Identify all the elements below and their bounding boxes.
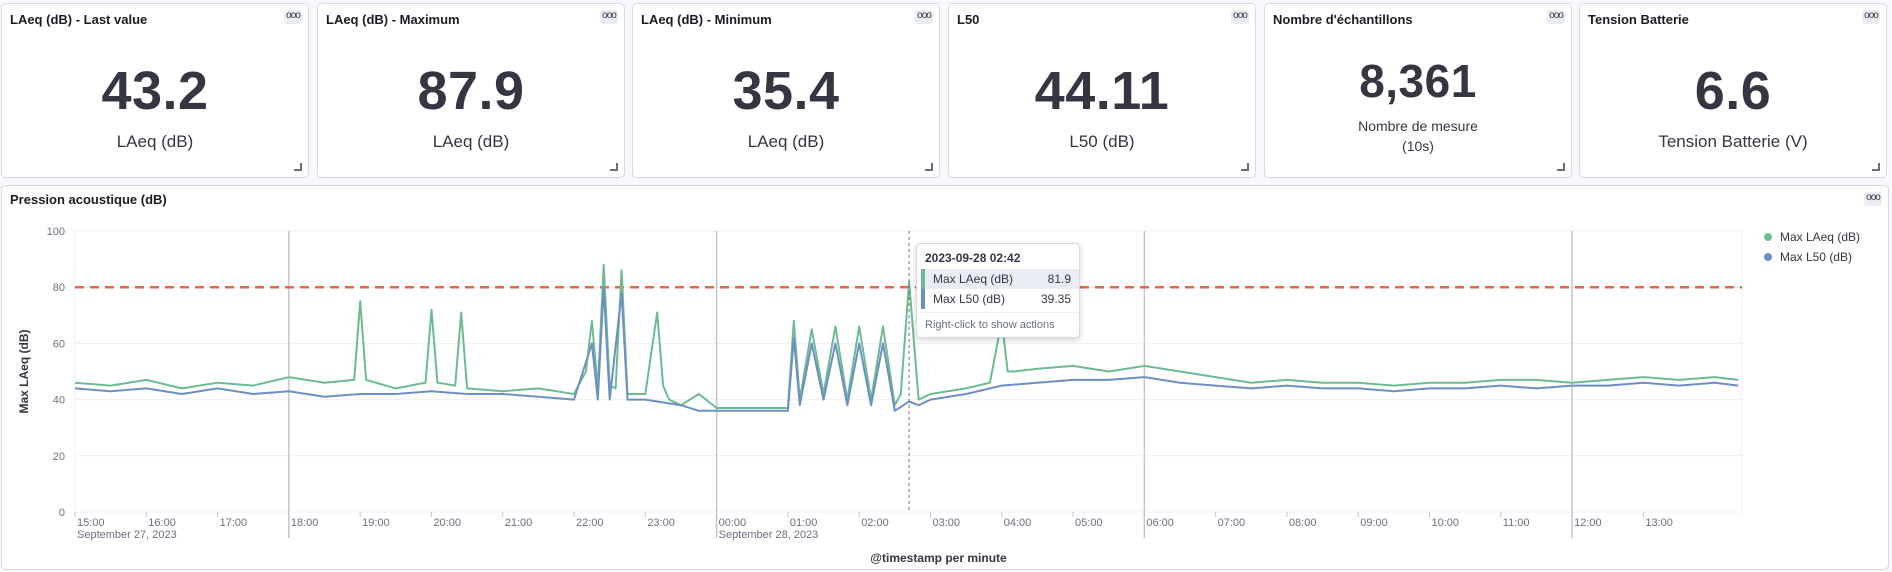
x-date-label: September 28, 2023: [719, 529, 819, 541]
series-line-max-l50: [74, 286, 1739, 412]
x-date-label: September 27, 2023: [77, 529, 177, 541]
metric-label: LAeq (dB): [747, 132, 825, 151]
y-tick-label: 20: [53, 451, 65, 463]
metric-panel[interactable]: LAeq (dB) - Minimum ooo 35.4 LAeq (dB): [632, 3, 940, 178]
x-tick-label: 04:00: [1004, 517, 1032, 529]
y-tick-label: 80: [53, 282, 65, 294]
tooltip-series-value: 39.35: [1040, 292, 1071, 306]
metric-panel[interactable]: LAeq (dB) - Last value ooo 43.2 LAeq (dB): [1, 3, 309, 178]
tooltip-series-name: Max LAeq (dB): [933, 272, 1014, 286]
metric-label: LAeq (dB): [432, 132, 510, 151]
metric-panel[interactable]: Nombre d'échantillons ooo 8,361 Nombre de m…: [1264, 3, 1572, 178]
x-tick-label: 01:00: [790, 517, 818, 529]
x-tick-label: 20:00: [433, 517, 461, 529]
x-tick-label: 22:00: [576, 517, 604, 529]
y-axis-title: Max LAeq (dB): [17, 329, 31, 413]
x-axis-title: @timestamp per minute: [870, 551, 1007, 565]
x-tick-label: 11:00: [1503, 517, 1530, 529]
resize-handle[interactable]: [1241, 163, 1249, 171]
metric-title: LAeq (dB) - Last value: [10, 12, 148, 27]
tooltip-title: 2023-09-28 02:42: [925, 251, 1021, 265]
tooltip-series-name: Max L50 (dB): [933, 292, 1006, 306]
resize-handle[interactable]: [1872, 163, 1880, 171]
panel-options-button[interactable]: ooo: [284, 10, 302, 24]
x-tick-label: 08:00: [1289, 517, 1317, 529]
metric-title: LAeq (dB) - Minimum: [641, 12, 772, 27]
tooltip-hint: Right-click to show actions: [917, 312, 1079, 337]
x-tick-label: 18:00: [291, 517, 319, 529]
x-tick-label: 15:00: [77, 517, 105, 529]
resize-handle[interactable]: [925, 163, 933, 171]
x-tick-label: 09:00: [1360, 517, 1388, 529]
tooltip-series-value: 81.9: [1047, 272, 1071, 286]
chart-panel[interactable]: Pression acoustique (dB) ooo 0 20 40 60 80 10…: [1, 185, 1889, 570]
legend-label: Max LAeq (dB): [1779, 230, 1860, 244]
metric-value: 43.2: [101, 61, 209, 121]
panel-options-button[interactable]: ooo: [600, 10, 618, 24]
metric-value: 6.6: [1694, 61, 1772, 121]
resize-handle[interactable]: [1557, 163, 1565, 171]
panel-options-button[interactable]: ooo: [1864, 192, 1882, 206]
legend-dot-icon: [1763, 253, 1772, 261]
y-tick-label: 40: [53, 395, 65, 407]
metric-label: Nombre de mesure: [1358, 118, 1478, 134]
metric-title: LAeq (dB) - Maximum: [326, 12, 460, 27]
metric-value: 87.9: [417, 61, 525, 121]
x-tick-label: 13:00: [1645, 517, 1673, 529]
x-tick-label: 00:00: [719, 517, 747, 529]
line-chart[interactable]: 0 20 40 60 80 100 15:00 16:00 17:00 18:00 19:00 20:…: [2, 186, 1890, 571]
x-tick-label: 10:00: [1432, 517, 1460, 529]
legend-item-max-laeq[interactable]: Max LAeq (dB): [1763, 230, 1860, 244]
y-tick-label: 100: [47, 226, 65, 238]
x-tick-label: 06:00: [1146, 517, 1174, 529]
metric-label-secondary: (10s): [1402, 138, 1434, 154]
x-tick-label: 05:00: [1075, 517, 1103, 529]
plot-area: [74, 230, 1743, 513]
metric-value: 8,361: [1359, 55, 1477, 107]
panel-options-button[interactable]: ooo: [1231, 10, 1249, 24]
y-tick-label: 60: [53, 338, 65, 350]
x-tick-label: 12:00: [1574, 517, 1602, 529]
metric-title: L50: [957, 12, 980, 27]
metric-panel[interactable]: Tension Batterie ooo 6.6 Tension Batterie (…: [1579, 3, 1887, 178]
x-tick-label: 21:00: [505, 517, 533, 529]
x-tick-label: 02:00: [861, 517, 889, 529]
resize-handle[interactable]: [294, 163, 302, 171]
metric-title: Nombre d'échantillons: [1273, 12, 1413, 27]
metric-value: 35.4: [732, 61, 840, 121]
legend-label: Max L50 (dB): [1779, 250, 1852, 264]
x-tick-label: 17:00: [220, 517, 248, 529]
y-tick-label: 0: [59, 507, 65, 519]
x-tick-label: 19:00: [362, 517, 390, 529]
tooltip-row-max-l50: Max L50 (dB) 39.35: [921, 289, 1079, 309]
metric-label: Tension Batterie (V): [1658, 132, 1808, 151]
tooltip-row-max-laeq: Max LAeq (dB) 81.9: [921, 269, 1079, 289]
legend-item-max-l50[interactable]: Max L50 (dB): [1763, 250, 1860, 264]
metric-label: LAeq (dB): [116, 132, 194, 151]
x-tick-label: 16:00: [148, 517, 176, 529]
panel-options-button[interactable]: ooo: [1862, 10, 1880, 24]
panel-options-button[interactable]: ooo: [1547, 10, 1565, 24]
metric-panel[interactable]: L50 ooo 44.11 L50 (dB): [948, 3, 1256, 178]
panel-options-button[interactable]: ooo: [915, 10, 933, 24]
resize-handle[interactable]: [610, 163, 618, 171]
legend-dot-icon: [1763, 233, 1772, 241]
x-tick-label: 23:00: [647, 517, 675, 529]
chart-title: Pression acoustique (dB): [10, 192, 167, 207]
x-tick-label: 03:00: [932, 517, 960, 529]
metric-value: 44.11: [1034, 61, 1170, 121]
x-tick-label: 07:00: [1218, 517, 1246, 529]
metric-label: L50 (dB): [1069, 132, 1135, 151]
metric-title: Tension Batterie: [1588, 12, 1689, 27]
chart-tooltip: 2023-09-28 02:42 Max LAeq (dB) 81.9 Max …: [916, 243, 1080, 338]
metric-panel[interactable]: LAeq (dB) - Maximum ooo 87.9 LAeq (dB): [317, 3, 625, 178]
chart-legend: Max LAeq (dB) Max L50 (dB): [1763, 230, 1860, 270]
